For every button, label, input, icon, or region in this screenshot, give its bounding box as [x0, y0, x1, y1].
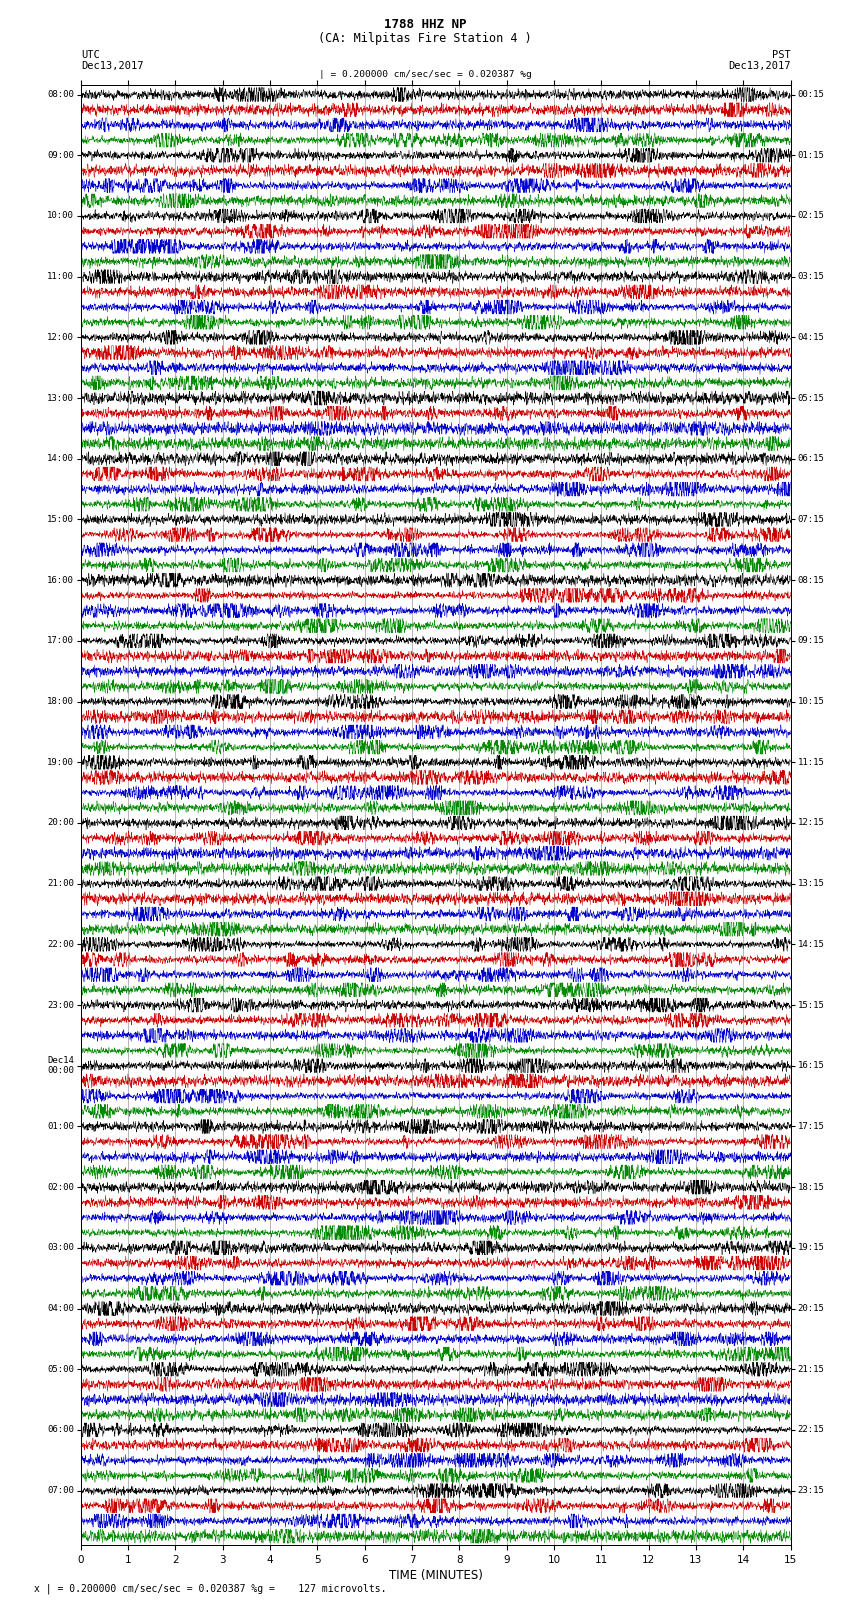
Text: Dec13,2017: Dec13,2017 [728, 61, 791, 71]
X-axis label: TIME (MINUTES): TIME (MINUTES) [388, 1569, 483, 1582]
Text: PST: PST [772, 50, 791, 60]
Text: (CA: Milpitas Fire Station 4 ): (CA: Milpitas Fire Station 4 ) [318, 32, 532, 45]
Text: x | = 0.200000 cm/sec/sec = 0.020387 %g =    127 microvolts.: x | = 0.200000 cm/sec/sec = 0.020387 %g … [34, 1582, 387, 1594]
Text: | = 0.200000 cm/sec/sec = 0.020387 %g: | = 0.200000 cm/sec/sec = 0.020387 %g [319, 69, 531, 79]
Text: UTC: UTC [81, 50, 99, 60]
Text: Dec13,2017: Dec13,2017 [81, 61, 144, 71]
Text: 1788 HHZ NP: 1788 HHZ NP [383, 18, 467, 31]
